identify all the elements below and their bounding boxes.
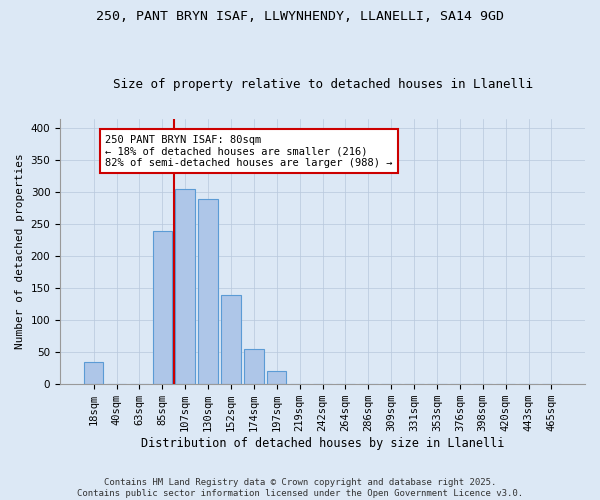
Bar: [199, 198, 218, 384]
Title: Size of property relative to detached houses in Llanelli: Size of property relative to detached ho…: [113, 78, 533, 91]
Bar: [267, 372, 286, 384]
Text: 250 PANT BRYN ISAF: 80sqm
← 18% of detached houses are smaller (216)
82% of semi: 250 PANT BRYN ISAF: 80sqm ← 18% of detac…: [105, 134, 392, 168]
Bar: [175, 189, 195, 384]
Bar: [221, 294, 241, 384]
Text: 250, PANT BRYN ISAF, LLWYNHENDY, LLANELLI, SA14 9GD: 250, PANT BRYN ISAF, LLWYNHENDY, LLANELL…: [96, 10, 504, 23]
Bar: [244, 349, 263, 384]
Bar: [152, 230, 172, 384]
Text: Contains HM Land Registry data © Crown copyright and database right 2025.
Contai: Contains HM Land Registry data © Crown c…: [77, 478, 523, 498]
Bar: [84, 362, 103, 384]
Y-axis label: Number of detached properties: Number of detached properties: [15, 154, 25, 350]
X-axis label: Distribution of detached houses by size in Llanelli: Distribution of detached houses by size …: [141, 437, 504, 450]
